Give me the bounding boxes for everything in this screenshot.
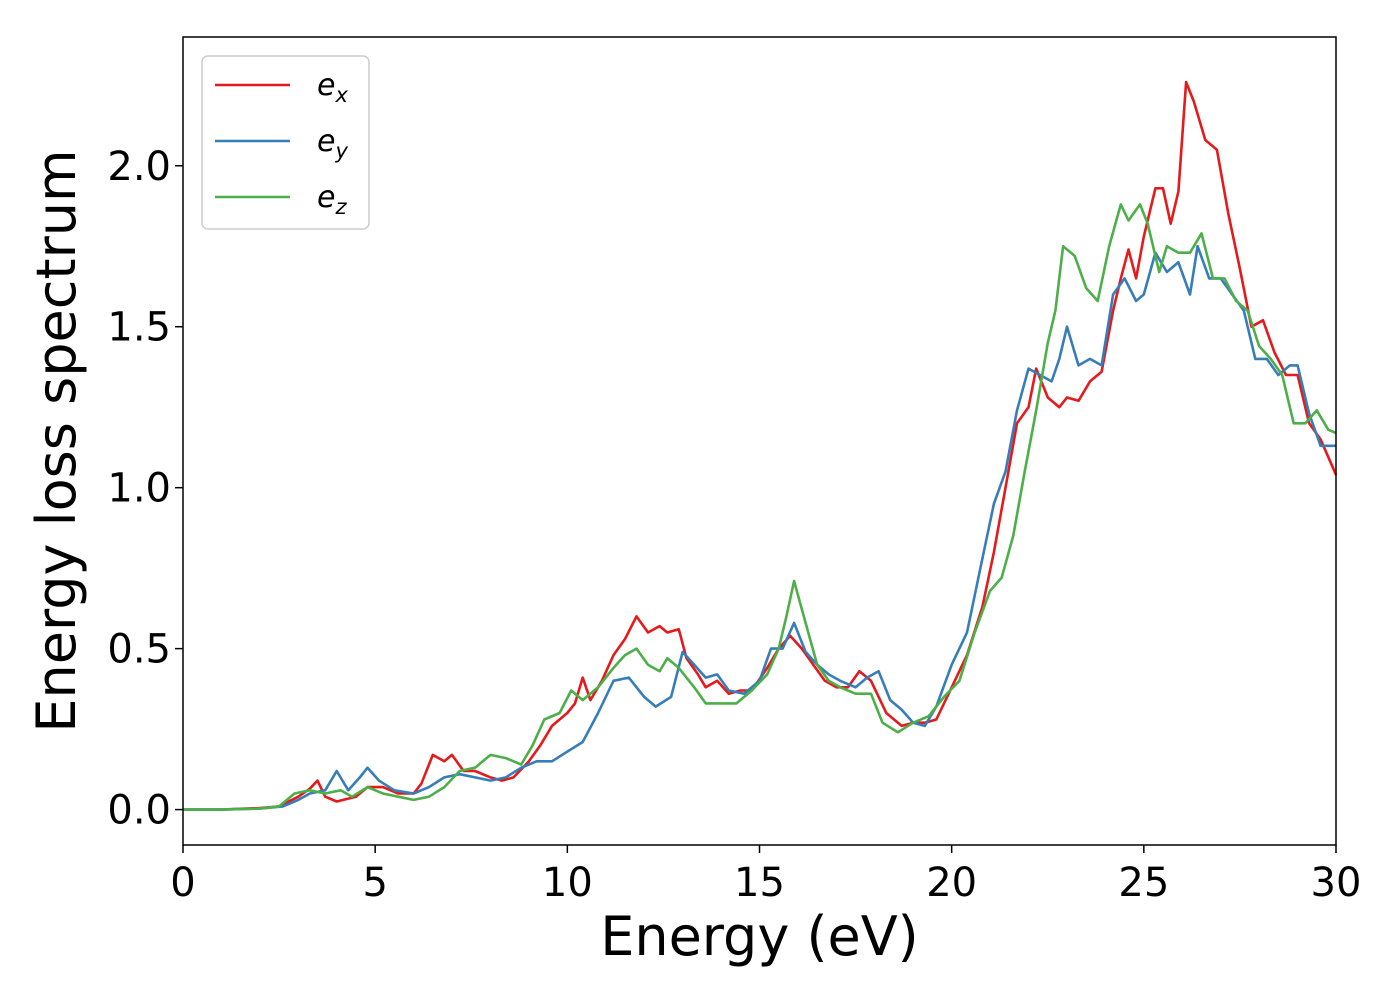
legend: ex ey ez <box>201 55 370 230</box>
legend-label-ey: ey <box>317 124 348 163</box>
x-tick-label: 25 <box>1118 860 1169 906</box>
legend-box <box>201 55 370 230</box>
series-line-ex <box>183 80 1338 811</box>
x-tick-label: 5 <box>362 860 387 906</box>
x-tick-label: 15 <box>734 860 785 906</box>
series-line-ez <box>183 203 1337 811</box>
y-axis-label: Energy loss spectrum <box>25 149 88 732</box>
y-tick-label: 0.5 <box>107 627 171 673</box>
x-axis-ticks: 0 5 10 15 20 25 30 <box>170 845 1361 906</box>
legend-label-ex: ex <box>317 68 348 107</box>
x-axis-label: Energy (eV) <box>600 905 919 968</box>
y-axis-ticks: 0.0 0.5 1.0 1.5 2.0 <box>107 144 183 834</box>
legend-label-ez: ez <box>317 180 347 219</box>
x-tick-label: 10 <box>542 860 593 906</box>
x-tick-label: 0 <box>170 860 195 906</box>
y-tick-label: 2.0 <box>107 144 171 190</box>
y-tick-label: 1.0 <box>107 466 171 512</box>
y-tick-label: 0.0 <box>107 788 171 834</box>
x-tick-label: 30 <box>1311 860 1362 906</box>
series-line-ey <box>183 244 1336 811</box>
y-tick-label: 1.5 <box>107 305 171 351</box>
x-tick-label: 20 <box>926 860 977 906</box>
series-layer <box>183 80 1338 811</box>
